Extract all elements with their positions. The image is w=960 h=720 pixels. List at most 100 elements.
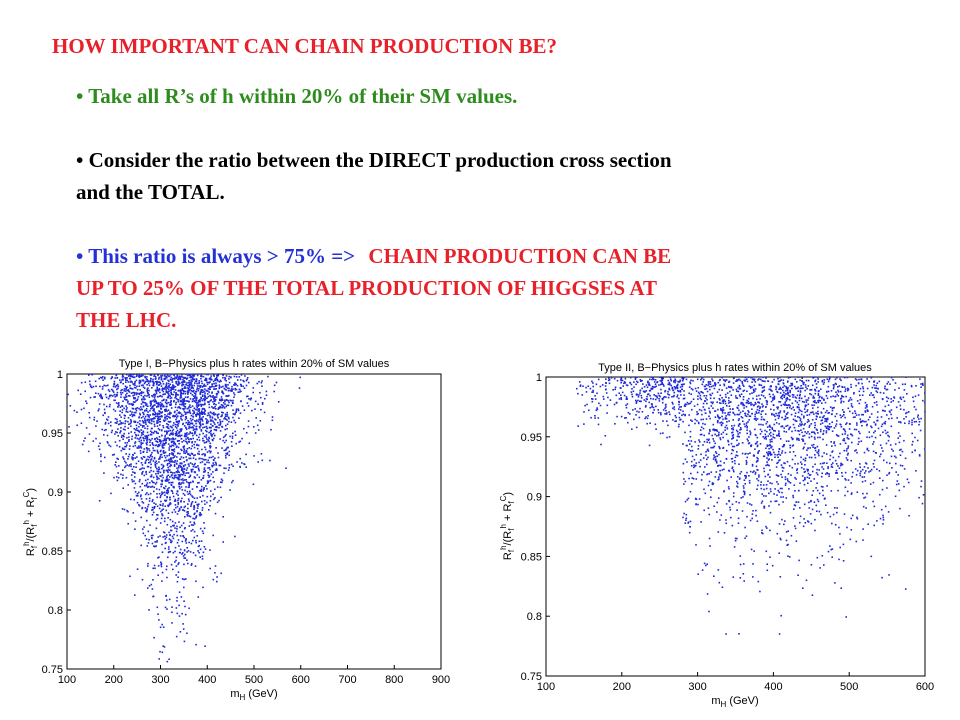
data-point bbox=[841, 385, 843, 388]
data-point bbox=[178, 411, 180, 413]
data-point bbox=[228, 417, 230, 420]
data-point bbox=[585, 391, 588, 393]
data-point bbox=[173, 450, 176, 453]
data-point bbox=[817, 413, 819, 415]
data-point bbox=[717, 420, 719, 422]
data-point bbox=[162, 450, 165, 452]
data-point bbox=[143, 425, 145, 427]
data-point bbox=[622, 385, 624, 387]
data-point bbox=[132, 394, 134, 397]
data-point bbox=[177, 563, 179, 566]
data-point bbox=[781, 425, 784, 428]
data-point bbox=[112, 408, 115, 411]
data-point bbox=[725, 424, 728, 427]
data-point bbox=[703, 378, 705, 381]
data-point bbox=[172, 373, 175, 376]
data-point bbox=[216, 469, 218, 471]
data-point bbox=[708, 537, 711, 540]
data-point bbox=[148, 416, 150, 418]
data-point bbox=[186, 559, 188, 561]
data-point bbox=[858, 378, 860, 381]
data-point bbox=[161, 551, 164, 553]
data-point bbox=[116, 377, 118, 379]
data-point bbox=[229, 435, 231, 438]
data-point bbox=[118, 446, 121, 448]
data-point bbox=[736, 451, 738, 453]
data-point bbox=[170, 484, 173, 486]
data-point bbox=[203, 467, 206, 469]
data-point bbox=[799, 482, 801, 484]
data-point bbox=[218, 407, 221, 410]
data-point bbox=[149, 380, 152, 383]
data-point bbox=[238, 417, 240, 419]
data-point bbox=[133, 386, 136, 389]
data-point bbox=[147, 392, 149, 394]
data-point bbox=[186, 481, 188, 483]
data-point bbox=[202, 586, 204, 589]
data-point bbox=[758, 402, 761, 404]
data-point bbox=[778, 503, 780, 506]
data-point bbox=[160, 374, 162, 377]
data-point bbox=[803, 446, 805, 449]
data-point bbox=[162, 419, 165, 422]
data-point bbox=[122, 375, 125, 378]
data-point bbox=[248, 442, 251, 445]
data-point bbox=[134, 437, 137, 439]
data-point bbox=[695, 498, 698, 500]
data-point bbox=[193, 506, 196, 509]
data-point bbox=[924, 392, 926, 394]
data-point bbox=[893, 396, 895, 398]
data-point bbox=[805, 399, 807, 401]
data-point bbox=[884, 505, 887, 508]
data-point bbox=[601, 384, 604, 386]
data-point bbox=[156, 422, 158, 424]
data-point bbox=[196, 503, 198, 506]
y-tick-label: 0.95 bbox=[42, 428, 63, 440]
data-point bbox=[185, 486, 187, 488]
data-point bbox=[154, 393, 157, 396]
data-point bbox=[672, 403, 674, 405]
data-point bbox=[690, 419, 692, 421]
data-point bbox=[839, 533, 841, 535]
data-point bbox=[179, 415, 182, 418]
data-point bbox=[182, 422, 185, 425]
data-point bbox=[158, 445, 160, 447]
data-point bbox=[161, 513, 163, 515]
data-point bbox=[166, 376, 168, 379]
data-point bbox=[113, 380, 116, 383]
data-point bbox=[679, 409, 682, 411]
data-point bbox=[211, 383, 214, 385]
data-point bbox=[153, 502, 155, 504]
data-point bbox=[162, 466, 164, 469]
data-point bbox=[182, 446, 185, 448]
data-point bbox=[189, 462, 192, 464]
data-point bbox=[132, 471, 134, 473]
data-point bbox=[835, 425, 837, 427]
data-point bbox=[666, 420, 668, 422]
data-point bbox=[171, 452, 173, 454]
data-point bbox=[270, 428, 272, 431]
data-point bbox=[234, 383, 237, 385]
data-point bbox=[595, 383, 598, 386]
data-point bbox=[608, 379, 611, 381]
data-point bbox=[816, 468, 818, 471]
data-point bbox=[715, 452, 718, 455]
data-point bbox=[162, 387, 164, 389]
data-point bbox=[118, 465, 120, 467]
data-point bbox=[814, 388, 816, 391]
data-point bbox=[753, 454, 755, 457]
data-point bbox=[834, 524, 837, 526]
data-point bbox=[159, 415, 162, 418]
data-point bbox=[201, 530, 204, 532]
data-point bbox=[817, 378, 819, 380]
data-point bbox=[185, 421, 187, 424]
data-point bbox=[136, 385, 138, 388]
data-point bbox=[685, 513, 688, 516]
data-point bbox=[156, 415, 159, 418]
data-point bbox=[706, 441, 708, 443]
data-point bbox=[815, 418, 817, 420]
data-point bbox=[856, 424, 858, 426]
data-point bbox=[833, 442, 835, 444]
data-point bbox=[841, 415, 844, 417]
data-point bbox=[183, 400, 185, 403]
